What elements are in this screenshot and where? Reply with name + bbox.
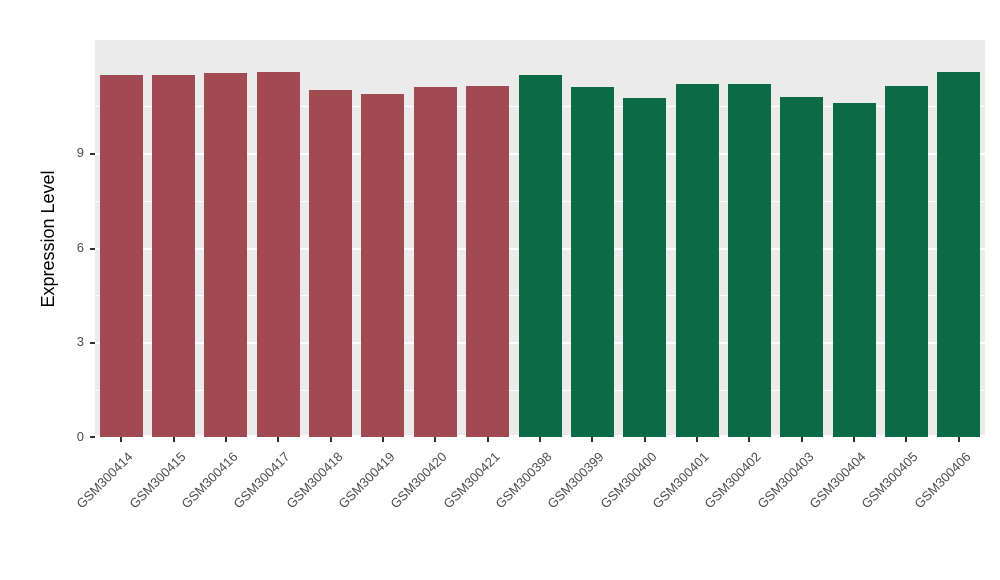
bar	[833, 103, 876, 437]
bar	[100, 75, 143, 437]
x-axis-tick	[277, 437, 280, 442]
bar	[361, 94, 404, 437]
bar	[937, 72, 980, 437]
bar	[257, 72, 300, 437]
bar	[885, 86, 928, 437]
x-axis-tick	[381, 437, 384, 442]
x-axis-tick	[329, 437, 332, 442]
plot-panel	[95, 40, 985, 437]
y-axis-tick	[90, 436, 95, 438]
bar	[204, 73, 247, 437]
y-tick-label: 6	[76, 239, 84, 255]
bar	[571, 87, 614, 437]
x-axis-tick	[957, 437, 960, 442]
x-axis-tick	[172, 437, 175, 442]
y-axis-title-text: Expression Level	[38, 169, 58, 308]
x-axis-tick	[591, 437, 594, 442]
x-axis-tick	[643, 437, 646, 442]
x-axis-tick	[120, 437, 123, 442]
x-axis-tick	[853, 437, 856, 442]
x-axis-tick	[905, 437, 908, 442]
bar	[414, 87, 457, 437]
bar	[466, 86, 509, 437]
x-axis-tick	[434, 437, 437, 442]
x-axis-tick	[486, 437, 489, 442]
x-tick-label: GSM300414	[73, 449, 136, 512]
y-axis-tick	[90, 153, 95, 156]
x-axis-tick	[696, 437, 699, 442]
bar	[519, 75, 562, 437]
x-axis-tick	[539, 437, 541, 442]
x-tick-label: GSM300406	[911, 449, 974, 512]
bar	[309, 90, 352, 437]
bar	[780, 97, 823, 437]
x-axis-tick	[224, 437, 227, 442]
x-axis-tick	[748, 437, 751, 442]
y-tick-label: 3	[76, 334, 84, 350]
bar	[676, 84, 719, 437]
bar	[152, 75, 195, 437]
y-axis-tick	[90, 342, 95, 345]
y-tick-label: 0	[76, 429, 84, 444]
y-tick-label: 9	[76, 145, 84, 161]
x-axis-tick	[800, 437, 803, 442]
y-axis-tick	[90, 247, 95, 250]
bar	[623, 98, 666, 437]
bar	[728, 84, 771, 437]
